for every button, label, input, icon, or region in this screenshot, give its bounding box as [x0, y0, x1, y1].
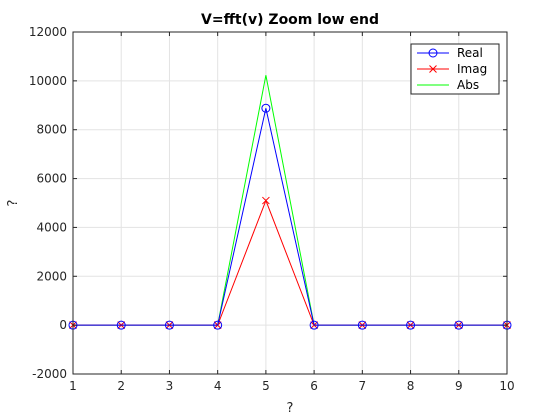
x-tick-label: 6 [310, 379, 318, 393]
x-tick-label: 8 [407, 379, 415, 393]
x-tick-label: 9 [455, 379, 463, 393]
x-tick-label: 2 [117, 379, 125, 393]
data-point-real [261, 103, 271, 113]
x-tick-label: 10 [499, 379, 514, 393]
y-tick-label: 4000 [36, 220, 67, 234]
series-layer [68, 75, 512, 330]
chart-title: V=fft(v) Zoom low end [201, 12, 379, 28]
ticks: 1 2 3 4 5 6 7 8 9 10 -2000 0 2000 4000 6000 8000 10000 12… [29, 25, 515, 393]
data-point-real [406, 320, 416, 330]
x-axis-label: ? [287, 401, 294, 416]
x-tick-label: 1 [69, 379, 77, 393]
y-tick-label: 2000 [36, 269, 67, 283]
series-line-imag [73, 199, 507, 326]
y-tick-label: 12000 [29, 25, 67, 39]
data-point-real [164, 320, 174, 330]
legend-marker-real [428, 48, 438, 58]
series-line-abs [73, 75, 507, 326]
y-tick-label: 8000 [36, 123, 67, 137]
data-point-real [116, 320, 126, 330]
data-point-real [309, 320, 319, 330]
y-axis-label: ? [6, 200, 21, 207]
y-tick-label: 6000 [36, 172, 67, 186]
legend-marker-imag [429, 65, 437, 73]
x-tick-label: 5 [262, 379, 270, 393]
data-point-imag [262, 196, 270, 205]
legend: Real Imag Abs [410, 43, 500, 95]
legend-label-real: Real [457, 46, 483, 60]
data-point-real [213, 320, 223, 330]
data-point-real [357, 320, 367, 330]
x-tick-label: 3 [166, 379, 174, 393]
legend-label-abs: Abs [457, 78, 479, 92]
y-tick-label: 10000 [29, 74, 67, 88]
data-point-real [454, 320, 464, 330]
y-tick-label: 0 [59, 318, 67, 332]
legend-label-imag: Imag [457, 62, 487, 76]
y-tick-label: -2000 [32, 367, 67, 381]
x-tick-label: 4 [214, 379, 222, 393]
series-line-real [73, 108, 507, 326]
plot-frame [72, 31, 508, 375]
x-tick-label: 7 [359, 379, 367, 393]
